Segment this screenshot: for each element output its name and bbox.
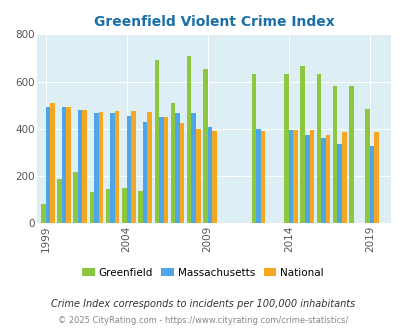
Bar — [332, 86, 337, 223]
Bar — [45, 108, 50, 223]
Bar — [304, 135, 309, 223]
Bar — [251, 75, 256, 223]
Bar — [300, 66, 304, 223]
Bar — [138, 191, 143, 223]
Bar — [126, 116, 131, 223]
Bar — [115, 111, 119, 223]
Bar — [337, 144, 341, 223]
Bar — [316, 75, 320, 223]
Bar — [175, 113, 179, 223]
Bar — [325, 135, 330, 223]
Bar — [82, 110, 87, 223]
Bar — [147, 112, 151, 223]
Bar — [260, 131, 265, 223]
Bar — [50, 103, 54, 223]
Bar — [41, 204, 45, 223]
Bar — [159, 117, 163, 223]
Bar — [369, 147, 373, 223]
Text: © 2025 CityRating.com - https://www.cityrating.com/crime-statistics/: © 2025 CityRating.com - https://www.city… — [58, 316, 347, 325]
Bar — [62, 108, 66, 223]
Bar — [284, 75, 288, 223]
Bar — [131, 111, 135, 223]
Bar — [186, 55, 191, 223]
Bar — [293, 130, 297, 223]
Title: Greenfield Violent Crime Index: Greenfield Violent Crime Index — [94, 15, 334, 29]
Bar — [66, 108, 70, 223]
Bar — [256, 129, 260, 223]
Bar — [341, 132, 346, 223]
Bar — [73, 172, 78, 223]
Bar — [364, 109, 369, 223]
Bar — [78, 110, 82, 223]
Bar — [348, 86, 353, 223]
Bar — [191, 113, 196, 223]
Bar — [163, 117, 168, 223]
Bar — [288, 130, 293, 223]
Text: Crime Index corresponds to incidents per 100,000 inhabitants: Crime Index corresponds to incidents per… — [51, 299, 354, 309]
Bar — [202, 69, 207, 223]
Bar — [171, 103, 175, 223]
Bar — [212, 131, 216, 223]
Bar — [110, 113, 115, 223]
Legend: Greenfield, Massachusetts, National: Greenfield, Massachusetts, National — [78, 264, 327, 282]
Bar — [90, 192, 94, 223]
Bar — [154, 60, 159, 223]
Bar — [373, 132, 378, 223]
Bar — [143, 121, 147, 223]
Bar — [98, 112, 103, 223]
Bar — [179, 123, 184, 223]
Bar — [207, 127, 212, 223]
Bar — [196, 129, 200, 223]
Bar — [106, 189, 110, 223]
Bar — [57, 180, 62, 223]
Bar — [309, 130, 313, 223]
Bar — [320, 138, 325, 223]
Bar — [122, 188, 126, 223]
Bar — [94, 113, 98, 223]
